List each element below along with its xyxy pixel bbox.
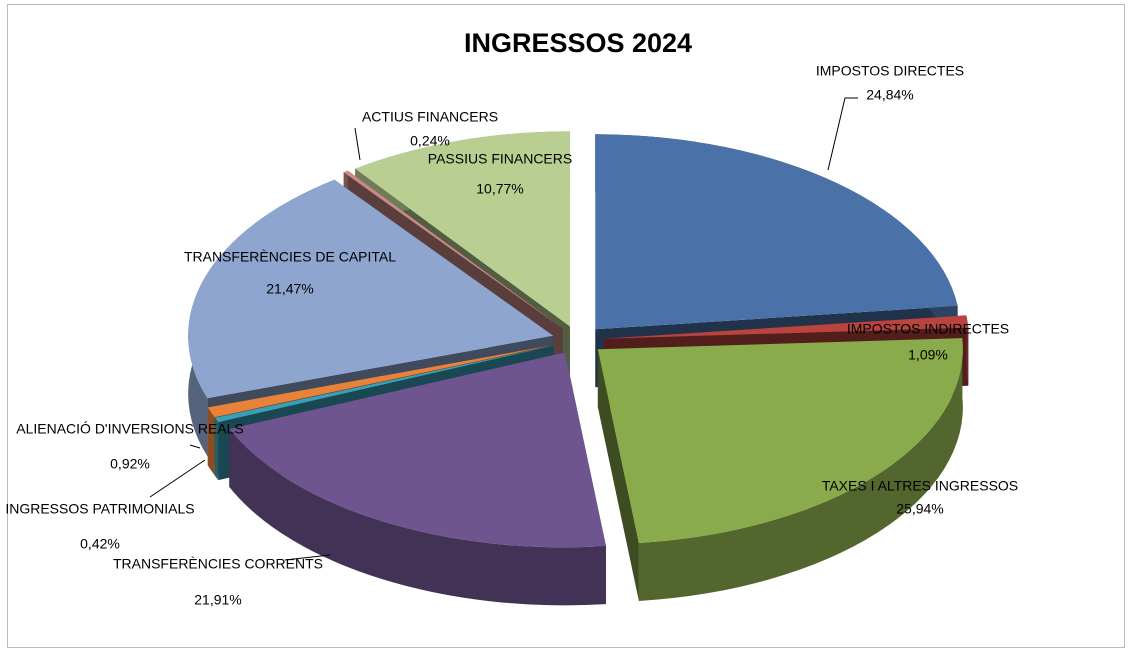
slice-label: INGRESSOS PATRIMONIALS: [5, 501, 194, 517]
value-label: 21,91%: [194, 592, 241, 608]
slice: [595, 134, 958, 330]
slice: [188, 179, 554, 399]
slice-wall: [597, 349, 639, 601]
slice: [214, 345, 554, 423]
leader-line: [189, 444, 201, 449]
slice: [355, 131, 570, 327]
value-label: 0,42%: [80, 536, 120, 552]
leader-line: [284, 554, 331, 561]
value-label: 21,47%: [266, 281, 313, 297]
slice-side: [638, 338, 963, 601]
slice: [207, 344, 554, 418]
slice: [603, 315, 969, 339]
slice-side: [214, 417, 219, 481]
pie: [188, 131, 969, 606]
slice-label: TRANSFERÈNCIES DE CAPITAL: [184, 249, 396, 265]
slice-label: TRANSFERÈNCIES CORRENTS: [113, 556, 323, 572]
slice-label: TAXES I ALTRES INGRESSOS: [822, 478, 1018, 494]
value-label: 1,09%: [908, 347, 948, 363]
slice-label: PASSIUS FINANCERS: [428, 151, 572, 167]
slice-label: IMPOSTOS INDIRECTES: [847, 321, 1009, 337]
slice-side: [966, 315, 969, 386]
leader-line: [354, 127, 361, 161]
slice-label: IMPOSTOS DIRECTES: [816, 63, 964, 79]
slice-side: [207, 407, 215, 476]
value-label: 0,24%: [410, 133, 450, 149]
value-label: 0,92%: [110, 456, 150, 472]
slice: [229, 352, 606, 548]
value-label: 25,94%: [896, 501, 943, 517]
slice: [597, 338, 963, 543]
labels: IMPOSTOS DIRECTES 24,84% IMPOSTOS INDIRECT…: [5, 63, 1018, 608]
slice: [343, 170, 563, 329]
slice-label: ACTIUS FINANCERS: [362, 109, 498, 125]
leader-line: [827, 97, 858, 171]
value-label: 10,77%: [476, 181, 523, 197]
leader-line: [149, 459, 206, 498]
slice-label: ALIENACIÓ D'INVERSIONS REALS: [16, 421, 244, 437]
chart-title: INGRESSOS 2024: [464, 28, 692, 58]
slice-side: [229, 429, 606, 606]
value-label: 24,84%: [866, 87, 913, 103]
